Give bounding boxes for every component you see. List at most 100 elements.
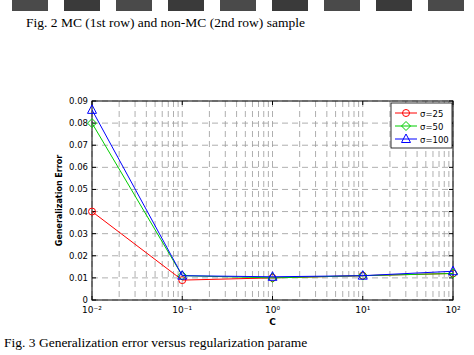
legend-label: σ=50 <box>420 122 443 132</box>
grid-line <box>92 255 453 256</box>
tick <box>362 296 363 300</box>
plot-frame <box>92 101 453 300</box>
minor-grid-line <box>299 101 300 300</box>
minor-grid-line <box>162 101 163 300</box>
tick <box>449 233 453 234</box>
thumbnail <box>168 0 204 11</box>
tick <box>449 300 453 301</box>
minor-grid-line <box>209 101 210 300</box>
legend-marker <box>402 122 411 131</box>
minor-grid-line <box>119 101 120 300</box>
tick <box>92 300 96 301</box>
tick-label: 0.05 <box>69 184 88 194</box>
minor-grid-line <box>389 101 390 300</box>
minor-grid-line <box>354 101 355 300</box>
tick <box>92 145 96 146</box>
minor-grid-line <box>335 101 336 300</box>
tick <box>453 101 454 105</box>
tick-label: 0.01 <box>69 273 88 283</box>
minor-grid-line <box>245 101 246 300</box>
tick <box>92 101 96 102</box>
minor-grid-line <box>252 101 253 300</box>
thumbnail <box>12 0 48 11</box>
legend-label: σ=100 <box>420 135 449 145</box>
grid-line <box>272 101 273 300</box>
marker <box>89 208 96 215</box>
thumbnail <box>324 0 360 11</box>
thumbnail <box>272 0 308 11</box>
tick <box>182 101 183 105</box>
tick-label: 10² <box>445 305 460 315</box>
legend-marker <box>403 110 410 117</box>
minor-grid-line <box>155 101 156 300</box>
thumbnail <box>220 0 256 11</box>
tick-label: 0.06 <box>69 162 88 172</box>
line <box>92 212 453 281</box>
minor-grid-line <box>326 101 327 300</box>
legend-line <box>395 113 417 114</box>
minor-grid-line <box>348 101 349 300</box>
legend-box <box>391 103 452 148</box>
caption: Fig. 2 MC (1st row) and non-MC (2nd row)… <box>26 15 305 30</box>
marker <box>449 266 458 275</box>
minor-grid-line <box>146 101 147 300</box>
thumbnail <box>116 0 152 11</box>
marker <box>88 119 97 128</box>
axes: 10⁻²10⁻¹10⁰10¹10²00.010.020.030.040.050.… <box>69 96 461 315</box>
tick <box>453 296 454 300</box>
minor-grid-line <box>225 101 226 300</box>
minor-grid-line <box>315 101 316 300</box>
tick <box>92 167 96 168</box>
tick <box>449 211 453 212</box>
tick <box>449 255 453 256</box>
minor-grid-line <box>268 101 269 300</box>
minor-grid-line <box>173 101 174 300</box>
tick-label: 0.07 <box>69 140 88 150</box>
series <box>89 208 457 284</box>
marker <box>178 271 187 280</box>
tick <box>92 277 96 278</box>
tick <box>449 167 453 168</box>
tick <box>92 189 96 190</box>
tick <box>92 233 96 234</box>
marker <box>358 271 367 280</box>
minor-grid-line <box>358 101 359 300</box>
tick <box>362 101 363 105</box>
tick-label: 0.08 <box>69 118 88 128</box>
tick-label: 0.03 <box>69 229 88 239</box>
figure: Fig. 2 MC (1st row) and non-MC (2nd row)… <box>0 0 474 355</box>
tick-label: 10⁻² <box>82 305 102 315</box>
tick-label: 10¹ <box>355 305 370 315</box>
tick <box>272 296 273 300</box>
minor-grid-line <box>342 101 343 300</box>
tick-label: 0 <box>83 295 88 305</box>
tick <box>449 101 453 102</box>
marker <box>268 272 277 281</box>
minor-grid-line <box>236 101 237 300</box>
legend: σ=25 σ=50 σ=100 <box>391 103 452 148</box>
axis-label: C <box>269 317 276 327</box>
caption: Fig. 3 Generalization error versus regul… <box>4 335 307 350</box>
minor-grid-line <box>135 101 136 300</box>
legend-line <box>395 139 417 140</box>
tick-label: 10⁰ <box>265 305 280 315</box>
thumbnail-strip <box>12 0 464 11</box>
tick-label: 0.02 <box>69 251 88 261</box>
tick <box>92 255 96 256</box>
grid <box>92 101 453 300</box>
legend-label: σ=25 <box>420 109 443 119</box>
tick <box>182 296 183 300</box>
thumbnail <box>428 0 464 11</box>
tick <box>449 189 453 190</box>
minor-grid-line <box>258 101 259 300</box>
thumbnail <box>376 0 412 11</box>
grid-line <box>92 167 453 168</box>
legend-marker <box>402 134 411 143</box>
grid-line <box>92 233 453 234</box>
tick-label: 10⁻¹ <box>172 305 192 315</box>
minor-grid-line <box>263 101 264 300</box>
marker <box>88 105 97 114</box>
legend-line <box>395 126 417 127</box>
plot-area <box>92 101 453 300</box>
chart: Fig. 2 MC (1st row) and non-MC (2nd row)… <box>0 0 474 355</box>
